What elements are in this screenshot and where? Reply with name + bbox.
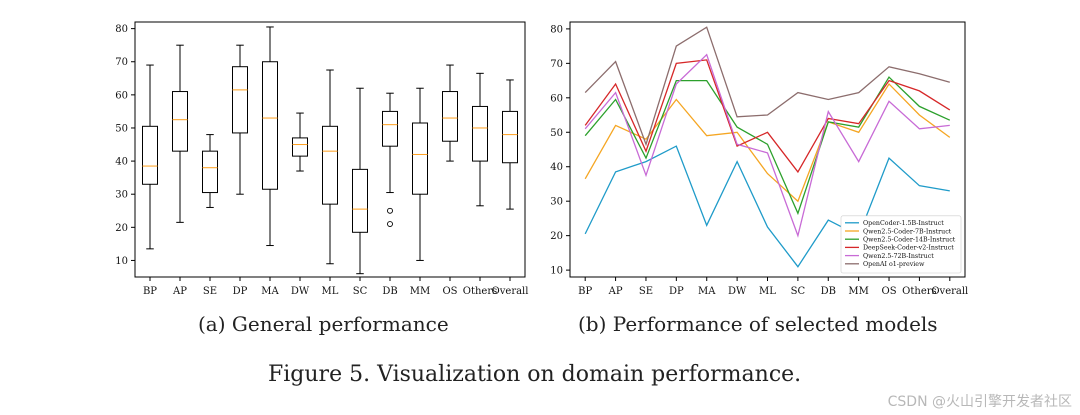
line-xtick-label: Others — [902, 286, 937, 297]
box-iqr — [442, 91, 458, 142]
line-xtick-label: SE — [639, 286, 653, 297]
box-xtick-label: DP — [233, 286, 248, 297]
legend-label: OpenAI o1-preview — [863, 261, 925, 268]
box-ytick-label: 10 — [115, 256, 128, 267]
line-xtick-label: BP — [578, 286, 592, 297]
box-MA — [262, 26, 278, 247]
box-ytick-label: 80 — [115, 24, 128, 35]
outlier-point — [387, 207, 393, 214]
line-xtick-label: DW — [728, 286, 747, 297]
box-ytick-label: 30 — [115, 190, 128, 201]
box-xtick-label: Others — [463, 286, 498, 297]
series-line-5 — [584, 26, 950, 147]
figure-caption: Figure 5. Visualization on domain perfor… — [268, 362, 802, 387]
box-xtick-label: ML — [322, 286, 339, 297]
legend: OpenCoder-1.5B-InstructQwen2.5-Coder-7B-… — [840, 215, 962, 274]
box-xtick-label: AP — [172, 286, 187, 297]
line-xtick-label: DB — [821, 286, 836, 297]
box-xtick-label: MM — [410, 286, 430, 297]
box-iqr — [262, 61, 278, 190]
line-ytick-label: 40 — [550, 162, 563, 173]
subcaption-a: (a) General performance — [198, 312, 449, 336]
box-iqr — [352, 168, 368, 233]
line-xtick-label: SC — [791, 286, 806, 297]
box-iqr — [232, 66, 248, 134]
box-ytick-label: 40 — [115, 157, 128, 168]
box-BP — [142, 64, 158, 250]
subcaption-b: (b) Performance of selected models — [578, 312, 938, 336]
box-SC — [352, 87, 368, 275]
box-iqr — [502, 110, 518, 164]
box-DP — [232, 44, 248, 195]
legend-label: DeepSeek-Coder-v2-Instruct — [863, 245, 954, 252]
series-line-2 — [584, 76, 951, 216]
legend-label: Qwen2.5-Coder-14B-Instruct — [863, 237, 956, 244]
line-ytick-label: 50 — [550, 128, 563, 139]
box-ytick-label: 20 — [115, 223, 128, 234]
box-Overall — [502, 79, 518, 210]
box-iqr — [172, 91, 188, 152]
box-xtick-label: Overall — [492, 286, 529, 297]
line-xtick-label: ML — [759, 286, 776, 297]
line-xtick-label: MA — [698, 286, 716, 297]
line-xtick-label: Overall — [931, 286, 968, 297]
box-iqr — [292, 137, 308, 157]
line-xtick-label: MM — [848, 286, 868, 297]
box-xtick-label: DW — [291, 286, 310, 297]
box-iqr — [412, 122, 428, 195]
line-chart: 10 20 30 40 50 60 70 80 BP AP SE DP MA DW ML SC DB MM OS Ot… — [550, 21, 968, 297]
box-iqr — [202, 150, 218, 194]
box-iqr — [382, 110, 398, 147]
box-iqr — [142, 125, 158, 185]
box-xtick-label: MA — [261, 286, 279, 297]
line-ytick-label: 70 — [550, 59, 563, 70]
line-xtick-label: OS — [882, 286, 897, 297]
outlier-point — [387, 221, 393, 227]
line-ytick-label: 60 — [550, 93, 563, 104]
box-OS — [442, 64, 458, 162]
box-Others — [472, 72, 488, 207]
legend-label: OpenCoder-1.5B-Instruct — [863, 220, 944, 227]
box-MM — [412, 87, 428, 261]
box-xtick-label: SC — [353, 286, 368, 297]
box-xtick-label: DB — [382, 286, 397, 297]
series-line-4 — [584, 53, 950, 238]
line-xtick-label: DP — [669, 286, 684, 297]
line-ytick-label: 20 — [550, 231, 563, 242]
watermark: CSDN @火山引擎开发者社区 — [887, 394, 1072, 410]
box-SE — [202, 134, 218, 208]
box-AP — [172, 44, 188, 223]
box-ytick-label: 70 — [115, 57, 128, 68]
line-ytick-label: 30 — [550, 197, 563, 208]
line-ytick-label: 80 — [550, 24, 563, 35]
box-xtick-label: BP — [143, 286, 157, 297]
box-DB — [382, 92, 398, 227]
box-iqr — [472, 105, 488, 162]
box-ML — [322, 69, 338, 265]
box-ytick-label: 60 — [115, 90, 128, 101]
series-line-0 — [584, 145, 950, 268]
legend-box — [840, 215, 962, 274]
series-line-1 — [584, 82, 951, 203]
box-xtick-label: OS — [442, 286, 457, 297]
box-DW — [292, 112, 308, 172]
legend-label: Qwen2.5-Coder-7B-Instruct — [863, 228, 952, 235]
box-xtick-label: SE — [203, 286, 217, 297]
box-ytick-label: 50 — [115, 123, 128, 134]
line-ytick-label: 10 — [550, 266, 563, 277]
box-iqr — [322, 125, 338, 205]
box-plot-chart: 10 20 30 40 50 60 70 80 BP AP SE DP MA DW ML SC DB MM OS Ot… — [115, 21, 529, 297]
legend-label: Qwen2.5-72B-Instruct — [863, 253, 934, 260]
series-line-3 — [584, 59, 951, 174]
line-xtick-label: AP — [608, 286, 623, 297]
